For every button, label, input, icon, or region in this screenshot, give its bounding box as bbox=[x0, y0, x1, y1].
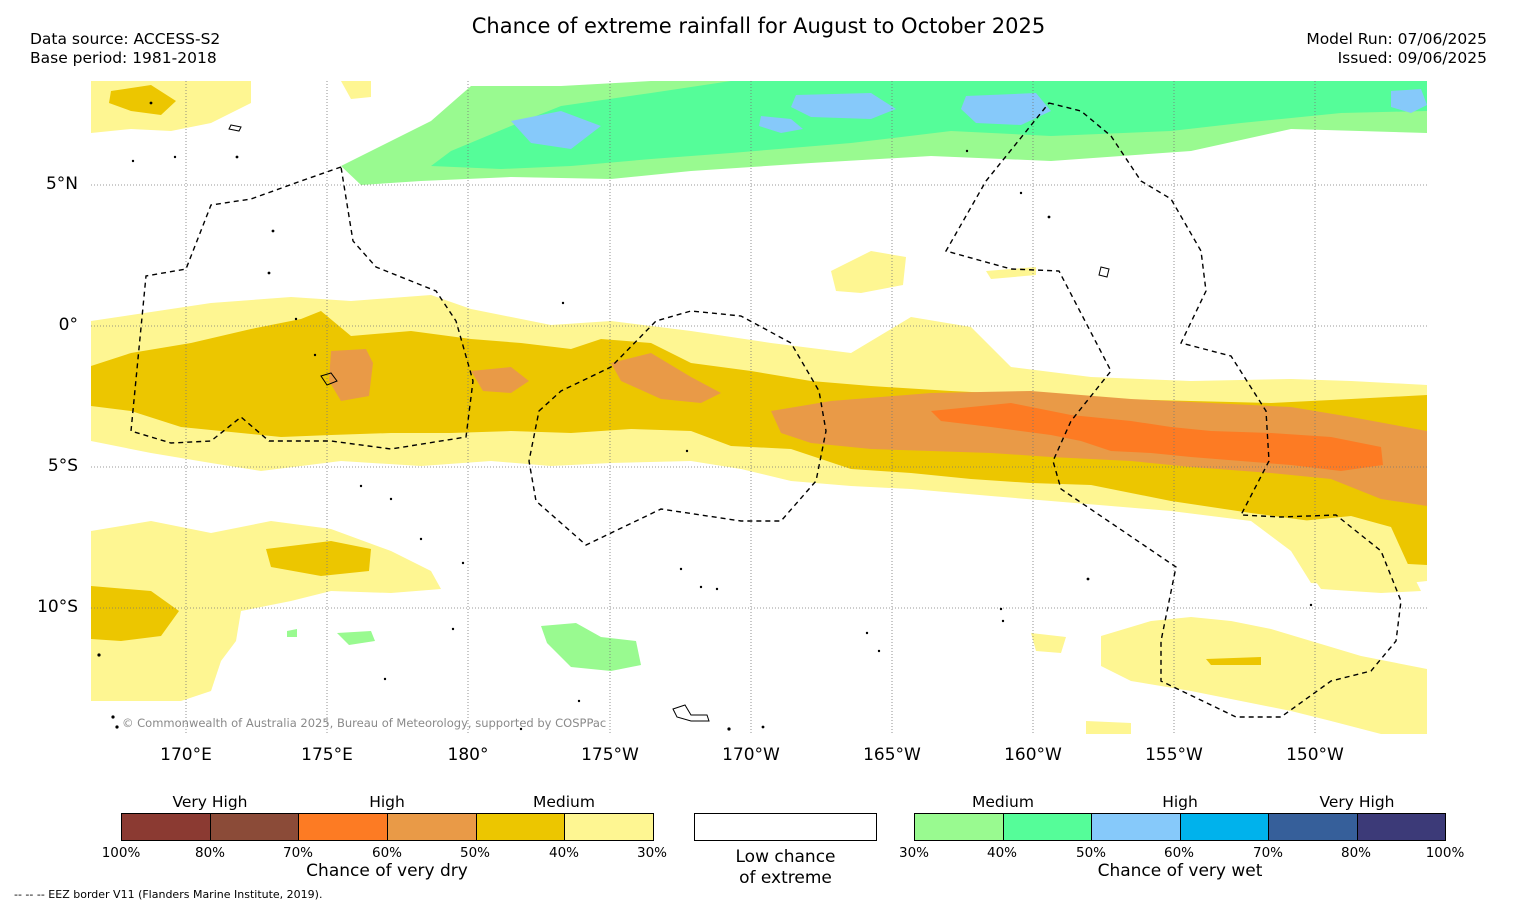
header-left: Data source: ACCESS-S2 Base period: 1981… bbox=[30, 30, 220, 68]
lon-label-165w: 165°W bbox=[863, 745, 921, 765]
dry-swatch-50-40 bbox=[476, 814, 566, 840]
low-chance-line1: Low chance bbox=[735, 847, 836, 867]
island-dots bbox=[97, 101, 1313, 731]
wet-swatch-40-50 bbox=[1003, 814, 1092, 840]
low-chance-line2: of extreme bbox=[739, 868, 832, 888]
dry-swatch-70-60 bbox=[299, 814, 389, 840]
dry-swatch-80-70 bbox=[210, 814, 300, 840]
rainfall-map bbox=[91, 81, 1427, 734]
model-run-text: Model Run: 07/06/2025 bbox=[1306, 30, 1487, 48]
wet-colorbar bbox=[914, 813, 1446, 841]
wet-caption: Chance of very wet bbox=[1097, 861, 1263, 881]
dry-tick: 60% bbox=[371, 845, 402, 861]
header-right: Model Run: 07/06/2025 Issued: 09/06/2025 bbox=[1306, 30, 1487, 68]
low-chance-swatch bbox=[694, 813, 877, 841]
wet-tick: 70% bbox=[1252, 845, 1283, 861]
low-chance-caption: Low chance of extreme bbox=[694, 847, 877, 889]
wet-tick: 30% bbox=[898, 845, 929, 861]
wet-tick: 100% bbox=[1425, 845, 1465, 861]
wet-swatch-80-100 bbox=[1357, 814, 1445, 840]
copyright-notice: © Commonwealth of Australia 2025, Bureau… bbox=[122, 716, 607, 730]
island-outlines bbox=[228, 124, 1110, 722]
dry-swatch-40-30 bbox=[565, 814, 654, 840]
dry-tick: 30% bbox=[636, 845, 667, 861]
dry-tick: 70% bbox=[282, 845, 313, 861]
wet-swatch-60-70 bbox=[1180, 814, 1269, 840]
map-canvas bbox=[91, 81, 1427, 734]
wet-group-very-high: Very High bbox=[1319, 793, 1395, 811]
wet-group-high: High bbox=[1162, 793, 1198, 811]
map-title: Chance of extreme rainfall for August to… bbox=[471, 14, 1046, 38]
lon-label-160w: 160°W bbox=[1004, 745, 1062, 765]
lat-label-5s: 5°S bbox=[47, 456, 78, 476]
lon-label-170e: 170°E bbox=[160, 745, 212, 765]
dry-swatch-100-80 bbox=[122, 814, 211, 840]
wet-band-north bbox=[341, 81, 1427, 185]
dry-tick: 40% bbox=[548, 845, 579, 861]
lon-label-175e: 175°E bbox=[301, 745, 353, 765]
wet-tick: 40% bbox=[986, 845, 1017, 861]
wet-swatch-70-80 bbox=[1269, 814, 1358, 840]
lon-label-170w: 170°W bbox=[722, 745, 780, 765]
dry-group-high: High bbox=[369, 793, 405, 811]
lat-label-10s: 10°S bbox=[37, 597, 78, 617]
dry-tick: 80% bbox=[194, 845, 225, 861]
wet-tick: 50% bbox=[1075, 845, 1106, 861]
lon-label-180: 180° bbox=[447, 745, 489, 765]
wet-group-medium: Medium bbox=[972, 793, 1034, 811]
dry-swatch-60-50 bbox=[388, 814, 477, 840]
wet-tick: 80% bbox=[1340, 845, 1371, 861]
wet-swatch-50-60 bbox=[1092, 814, 1181, 840]
dry-caption: Chance of very dry bbox=[306, 861, 468, 881]
eez-footnote: -- -- -- EEZ border V11 (Flanders Marine… bbox=[14, 888, 323, 901]
dry-tick: 100% bbox=[101, 845, 141, 861]
dry-group-very-high: Very High bbox=[172, 793, 248, 811]
eez-borders bbox=[130, 102, 1402, 718]
dry-group-medium: Medium bbox=[533, 793, 595, 811]
lon-label-155w: 155°W bbox=[1145, 745, 1203, 765]
lat-label-0: 0° bbox=[58, 315, 78, 335]
lon-label-175w: 175°W bbox=[581, 745, 639, 765]
lat-label-5n: 5°N bbox=[45, 174, 78, 194]
dry-colorbar bbox=[121, 813, 654, 841]
dry-tick: 50% bbox=[459, 845, 490, 861]
map-gridlines bbox=[91, 81, 1427, 734]
data-source-text: Data source: ACCESS-S2 bbox=[30, 30, 221, 48]
lon-label-150w: 150°W bbox=[1286, 745, 1344, 765]
wet-swatch-30-40 bbox=[915, 814, 1004, 840]
issued-text: Issued: 09/06/2025 bbox=[1337, 49, 1487, 67]
wet-tick: 60% bbox=[1163, 845, 1194, 861]
base-period-text: Base period: 1981-2018 bbox=[30, 49, 217, 67]
